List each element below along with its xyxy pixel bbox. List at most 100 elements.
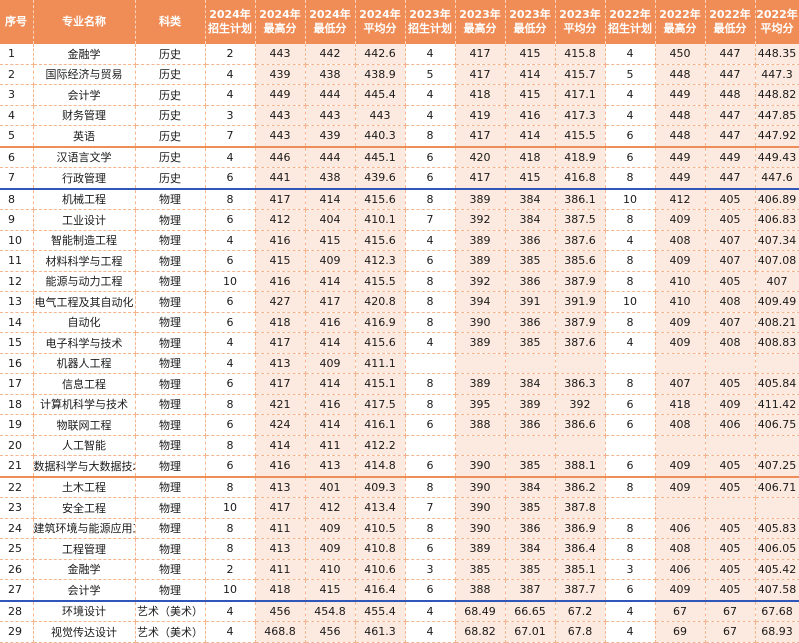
subject-category: 物理	[135, 332, 206, 354]
avg-2023: 387.9	[555, 271, 606, 292]
avg-2022	[755, 497, 799, 519]
plan-2024: 8	[205, 394, 256, 415]
avg-2024: 410.8	[355, 538, 406, 560]
min-2022	[705, 353, 756, 374]
plan-2022: 10	[605, 188, 656, 210]
min-2022: 405	[705, 373, 756, 395]
major-name: 智能制造工程	[33, 230, 136, 251]
subject-category: 艺术（美术）	[135, 600, 206, 622]
plan-2024: 6	[205, 167, 256, 190]
row-index: 2	[0, 64, 34, 85]
header-text: 2023年	[509, 8, 551, 21]
plan-2022: 8	[605, 209, 656, 231]
header-text: 平均分	[760, 22, 794, 35]
avg-2022: 406.89	[755, 188, 799, 210]
header-row: 序号 专业名称 科类 2024年 招生计划 2024年 最高分 2024年 最低分 2024年 平均…	[0, 0, 799, 44]
major-name: 国际经济与贸易	[33, 64, 136, 85]
plan-2024: 6	[205, 291, 256, 313]
min-2023: 385	[505, 497, 556, 519]
plan-2024: 6	[205, 373, 256, 395]
subject-category: 艺术（美术）	[135, 621, 206, 643]
subject-category: 历史	[135, 167, 206, 190]
table-row: 21 数据科学与大数据技术 物理 6 416 413 414.8 6 390 385 388.1 6 4…	[0, 455, 799, 478]
max-2022: 418	[655, 394, 706, 415]
subject-category: 物理	[135, 435, 206, 456]
min-2023: 416	[505, 105, 556, 126]
min-2024: 456	[305, 621, 356, 643]
plan-2022-header: 2022年 招生计划	[605, 0, 656, 44]
avg-2022: 407.25	[755, 455, 799, 478]
max-2023: 419	[455, 105, 506, 126]
plan-2022: 4	[605, 44, 656, 65]
avg-2023-header: 2023年 平均分	[555, 0, 606, 44]
major-name: 人工智能	[33, 435, 136, 456]
plan-2024: 10	[205, 579, 256, 602]
plan-2023: 4	[405, 230, 456, 251]
row-index: 8	[0, 188, 34, 210]
max-2022: 408	[655, 414, 706, 436]
min-2023: 385	[505, 250, 556, 272]
min-2022: 447	[705, 125, 756, 148]
avg-2022: 447.3	[755, 64, 799, 85]
plan-2023: 8	[405, 188, 456, 210]
subject-category: 物理	[135, 250, 206, 272]
min-2024: 454.8	[305, 600, 356, 622]
header-text: 2023年	[409, 8, 451, 21]
avg-2024: 410.5	[355, 518, 406, 539]
avg-2023: 415.5	[555, 125, 606, 148]
min-2024: 414	[305, 271, 356, 292]
plan-2022: 4	[605, 230, 656, 251]
min-2024: 409	[305, 353, 356, 374]
header-text: 2022年	[709, 8, 751, 21]
min-2022: 407	[705, 312, 756, 333]
avg-2024: 410.1	[355, 209, 406, 231]
plan-2022: 6	[605, 579, 656, 602]
min-2023: 385	[505, 455, 556, 478]
major-name: 环境设计	[33, 600, 136, 622]
major-name: 安全工程	[33, 497, 136, 519]
table-row: 14 自动化 物理 6 418 416 416.9 8 390 386 387.9 8 409 407 40…	[0, 312, 799, 333]
row-index: 29	[0, 621, 34, 643]
max-2023: 390	[455, 312, 506, 333]
header-text: 2022年	[756, 8, 798, 21]
row-index: 12	[0, 271, 34, 292]
header-text: 科类	[159, 15, 181, 28]
row-index: 6	[0, 146, 34, 168]
header-text: 最高分	[263, 22, 297, 35]
plan-2023: 4	[405, 44, 456, 65]
plan-2024: 3	[205, 105, 256, 126]
header-text: 2024年	[309, 8, 351, 21]
table-row: 15 电子科学与技术 物理 4 417 414 415.6 4 389 385 387.6 4 409 4…	[0, 332, 799, 354]
min-2022	[705, 435, 756, 456]
max-2022: 67	[655, 600, 706, 622]
max-2022: 409	[655, 312, 706, 333]
plan-2023: 7	[405, 209, 456, 231]
header-text: 平均分	[563, 22, 597, 35]
min-2022-header: 2022年 最低分	[705, 0, 756, 44]
min-2024: 410	[305, 559, 356, 580]
row-index: 24	[0, 518, 34, 539]
subject-category: 物理	[135, 579, 206, 602]
min-2022: 405	[705, 188, 756, 210]
plan-2023: 8	[405, 271, 456, 292]
max-2022	[655, 353, 706, 374]
plan-2024: 8	[205, 435, 256, 456]
row-index: 27	[0, 579, 34, 602]
min-2023: 384	[505, 476, 556, 498]
avg-2024: 410.6	[355, 559, 406, 580]
avg-2024: 416.4	[355, 579, 406, 602]
max-2022: 409	[655, 455, 706, 478]
plan-2022: 6	[605, 146, 656, 168]
min-2022: 447	[705, 44, 756, 65]
max-2024: 418	[255, 579, 306, 602]
header-text: 最高分	[663, 22, 697, 35]
max-2024: 417	[255, 188, 306, 210]
avg-2023: 387.5	[555, 209, 606, 231]
table-row: 10 智能制造工程 物理 4 416 415 415.6 4 389 386 387.6 4 408 40…	[0, 230, 799, 251]
max-2023: 394	[455, 291, 506, 313]
plan-2023: 8	[405, 476, 456, 498]
table-row: 17 信息工程 物理 6 417 414 415.1 8 389 384 386.3 8 407 405 4…	[0, 373, 799, 395]
plan-2023: 6	[405, 167, 456, 190]
plan-2023: 4	[405, 621, 456, 643]
avg-2022: 68.93	[755, 621, 799, 643]
